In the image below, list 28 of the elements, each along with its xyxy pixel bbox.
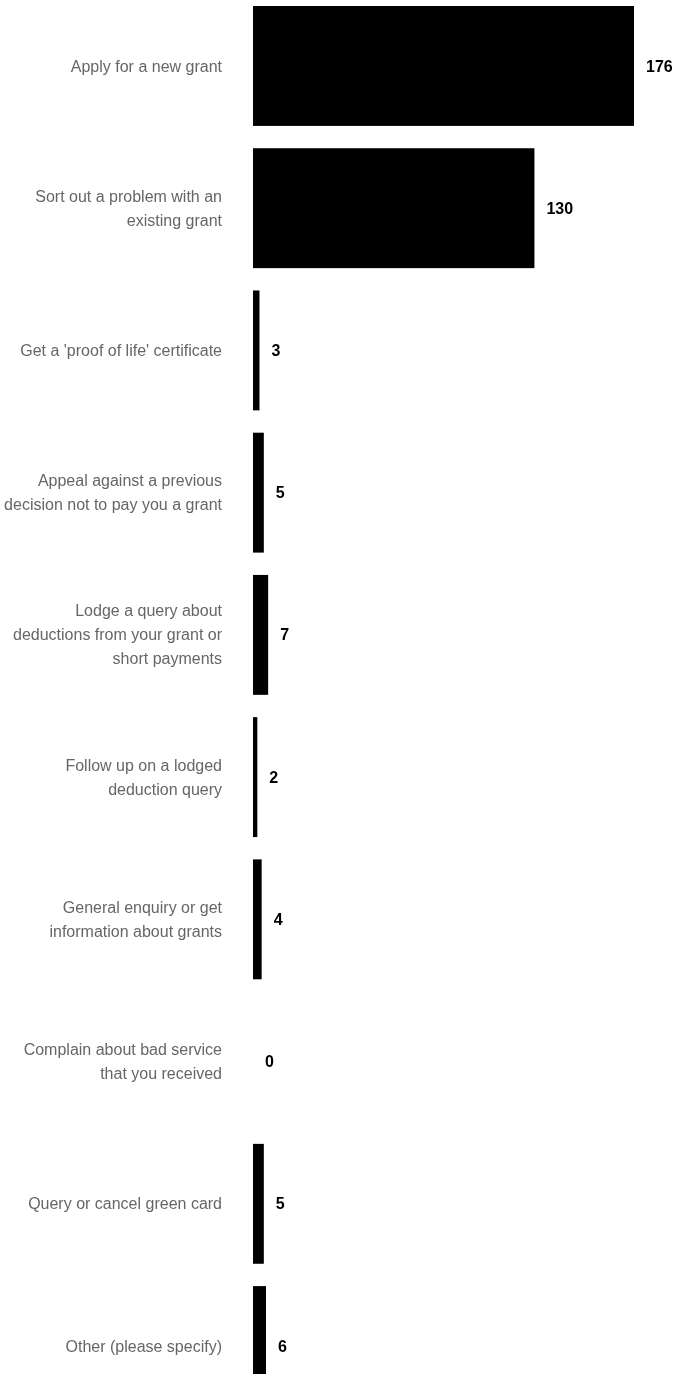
y-tick-label: Query or cancel green card xyxy=(28,1195,222,1213)
data-label: 5 xyxy=(275,1195,285,1213)
data-label: 6 xyxy=(277,1337,287,1355)
data-label: 4 xyxy=(273,910,283,928)
y-tick-label: Lodge a query about deductions from your grant or short payments xyxy=(13,602,223,668)
y-tick-label: General enquiry or get information about grants xyxy=(49,898,223,940)
data-label: 5 xyxy=(275,484,285,502)
data-label: 7 xyxy=(280,626,290,644)
y-tick-label: Follow up on a lodged deduction query xyxy=(65,756,222,798)
bar xyxy=(253,148,535,269)
data-label: 0 xyxy=(265,1053,274,1071)
bar xyxy=(253,290,260,411)
data-label: 2 xyxy=(269,768,279,786)
bar xyxy=(253,859,262,980)
y-tick-label: Apply for a new grant xyxy=(70,57,223,75)
y-tick-label: Appeal against a previous decision not to pay you a grant xyxy=(4,472,223,514)
y-tick-label: Other (please specify) xyxy=(65,1337,222,1355)
y-tick-label: Complain about bad service that you received xyxy=(23,1041,223,1083)
data-label: 130 xyxy=(546,199,574,217)
bar xyxy=(253,574,269,695)
y-tick-label: Get a 'proof of life' certificate xyxy=(20,342,223,360)
bar xyxy=(253,1143,264,1264)
data-label: 3 xyxy=(271,342,281,360)
bar xyxy=(253,432,264,553)
y-tick-label: Sort out a problem with an existing grant xyxy=(35,187,223,229)
bar xyxy=(253,6,634,126)
bar xyxy=(253,717,258,838)
data-label: 176 xyxy=(646,57,673,75)
